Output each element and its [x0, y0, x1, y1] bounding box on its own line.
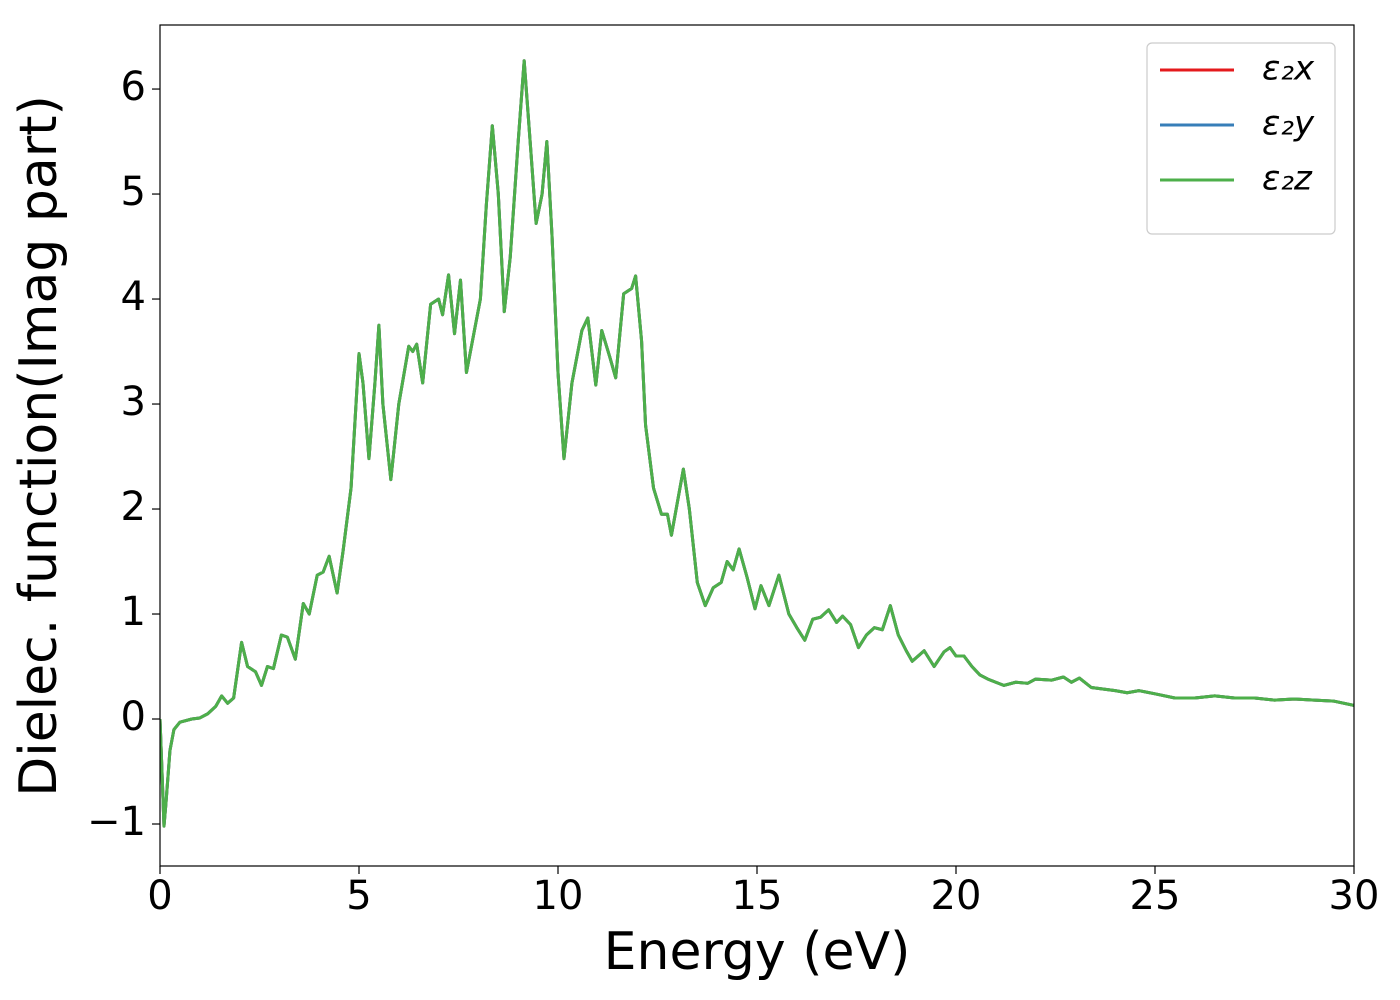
y-tick-label: 2 — [121, 484, 146, 530]
y-tick-label: 5 — [121, 169, 146, 215]
x-axis-label: Energy (eV) — [604, 922, 911, 982]
legend-label: ε₂z — [1262, 159, 1313, 199]
y-tick-label: 0 — [121, 694, 146, 740]
x-tick-label: 15 — [732, 873, 783, 919]
y-tick-label: 3 — [121, 379, 146, 425]
x-tick-label: 10 — [533, 873, 584, 919]
x-tick-label: 30 — [1329, 873, 1380, 919]
legend-label: ε₂y — [1262, 104, 1315, 144]
y-axis-label: Dielec. function(Imag part) — [9, 95, 69, 797]
y-tick-label: −1 — [87, 799, 146, 845]
y-tick-label: 1 — [121, 589, 146, 635]
x-tick-label: 0 — [147, 873, 172, 919]
legend-label: ε₂x — [1262, 49, 1315, 89]
data-line — [160, 59, 1354, 828]
x-tick-label: 20 — [931, 873, 982, 919]
x-tick-label: 25 — [1130, 873, 1181, 919]
x-tick-label: 5 — [346, 873, 371, 919]
y-tick-label: 6 — [121, 64, 146, 110]
legend-box — [1146, 42, 1336, 235]
plot-frame — [159, 24, 1355, 867]
y-tick-label: 4 — [121, 274, 146, 320]
